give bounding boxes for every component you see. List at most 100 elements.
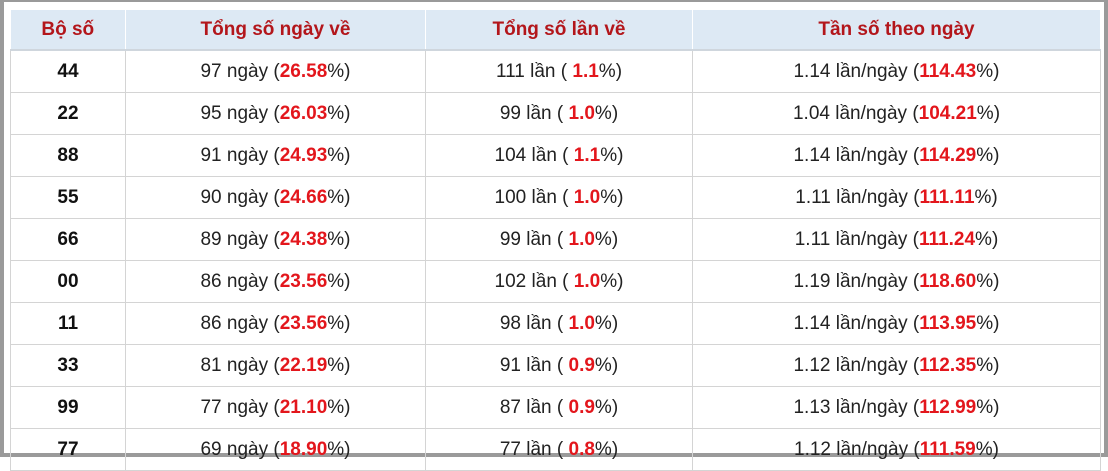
cell-text: %) — [327, 312, 351, 334]
cell-text: %) — [975, 228, 999, 250]
percent-value: 114.29 — [919, 144, 977, 166]
cell-text: %) — [327, 144, 351, 166]
cell-text: %) — [327, 60, 351, 82]
stat-cell: 1.04 lần/ngày (104.21%) — [692, 92, 1101, 135]
percent-value: 114.43 — [919, 60, 977, 82]
header-row: Bộ số Tổng số ngày về Tổng số lần về Tần số… — [10, 10, 1101, 51]
cell-text: 1.11 lần/ngày ( — [795, 186, 920, 208]
stat-cell: 99 lần ( 1.0%) — [425, 92, 693, 135]
percent-value: 111.24 — [919, 228, 976, 250]
stat-cell: 99 lần ( 1.0%) — [425, 218, 693, 261]
percent-value: 111.59 — [919, 438, 976, 460]
percent-value: 1.0 — [568, 102, 595, 124]
cell-text: 87 lần ( — [499, 396, 569, 418]
stat-cell: 104 lần ( 1.1%) — [425, 134, 693, 177]
stat-cell: 1.14 lần/ngày (113.95%) — [692, 302, 1101, 345]
percent-value: 24.66 — [279, 186, 328, 208]
cell-text: %) — [594, 312, 619, 334]
percent-value: 26.03 — [279, 102, 328, 124]
cell-text: %) — [327, 438, 351, 460]
percent-value: 26.58 — [279, 60, 328, 82]
percent-value: 1.0 — [568, 312, 595, 334]
header-cell: Bộ số — [10, 10, 126, 51]
stat-cell: 77 lần ( 0.8%) — [425, 428, 693, 471]
code-cell: 55 — [10, 176, 126, 219]
cell-text: %) — [976, 396, 1000, 418]
percent-value: 0.9 — [568, 396, 595, 418]
code-cell: 99 — [10, 386, 126, 429]
header-cell: Tổng số lần về — [425, 10, 693, 51]
cell-text: 90 ngày ( — [200, 186, 280, 208]
cell-text: %) — [976, 102, 1001, 124]
cell-text: 1.04 lần/ngày ( — [792, 102, 919, 124]
percent-value: 118.60 — [919, 270, 977, 292]
header-cell: Tổng số ngày về — [125, 10, 426, 51]
percent-value: 104.21 — [918, 102, 977, 124]
cell-text: %) — [594, 396, 619, 418]
percent-value: 23.56 — [279, 270, 328, 292]
cell-text: %) — [976, 312, 1000, 334]
cell-text: 104 lần ( — [494, 144, 574, 166]
cell-text: 1.12 lần/ngày ( — [793, 354, 920, 376]
cell-text: 86 ngày ( — [200, 312, 280, 334]
code-cell: 88 — [10, 134, 126, 177]
cell-text: %) — [327, 396, 351, 418]
stat-cell: 86 ngày (23.56%) — [125, 260, 426, 303]
cell-text: %) — [327, 270, 351, 292]
stat-cell: 1.12 lần/ngày (112.35%) — [692, 344, 1101, 387]
table-row: 99 77 ngày (21.10%) 87 lần ( 0.9%) 1.13 lần… — [10, 386, 1101, 429]
percent-value: 112.35 — [919, 354, 977, 376]
code-cell: 00 — [10, 260, 126, 303]
percent-value: 0.8 — [568, 438, 595, 460]
stat-cell: 89 ngày (24.38%) — [125, 218, 426, 261]
cell-text: %) — [975, 438, 999, 460]
cell-text: 89 ngày ( — [200, 228, 280, 250]
cell-text: 69 ngày ( — [200, 438, 280, 460]
table-row: 77 69 ngày (18.90%) 77 lần ( 0.8%) 1.12 lần… — [10, 428, 1101, 471]
percent-value: 24.93 — [279, 144, 328, 166]
cell-text: %) — [327, 186, 351, 208]
cell-text: 95 ngày ( — [200, 102, 280, 124]
cell-text: %) — [600, 144, 624, 166]
percent-value: 1.0 — [573, 270, 601, 292]
cell-text: 91 lần ( — [499, 354, 569, 376]
stat-cell: 102 lần ( 1.0%) — [425, 260, 693, 303]
cell-text: %) — [976, 60, 1000, 82]
table-row: 00 86 ngày (23.56%) 102 lần ( 1.0%) 1.19 lầ… — [10, 260, 1101, 303]
percent-value: 111.11 — [919, 186, 975, 208]
percent-value: 1.0 — [568, 228, 595, 250]
stat-cell: 100 lần ( 1.0%) — [425, 176, 693, 219]
code-cell: 33 — [10, 344, 126, 387]
cell-text: 99 lần ( — [499, 228, 569, 250]
stat-cell: 1.12 lần/ngày (111.59%) — [692, 428, 1101, 471]
table-body: 44 97 ngày (26.58%) 111 lần ( 1.1%) 1.14 lầ… — [10, 49, 1101, 471]
cell-text: %) — [600, 270, 624, 292]
percent-value: 1.1 — [573, 144, 601, 166]
table-row: 22 95 ngày (26.03%) 99 lần ( 1.0%) 1.04 lần… — [10, 92, 1101, 135]
cell-text: %) — [327, 228, 351, 250]
cell-text: 77 ngày ( — [200, 396, 280, 418]
cell-text: %) — [327, 354, 351, 376]
stat-cell: 86 ngày (23.56%) — [125, 302, 426, 345]
cell-text: 91 ngày ( — [200, 144, 280, 166]
percent-value: 21.10 — [279, 396, 328, 418]
stat-cell: 1.11 lần/ngày (111.11%) — [692, 176, 1101, 219]
code-cell: 44 — [10, 49, 126, 93]
table-row: 33 81 ngày (22.19%) 91 lần ( 0.9%) 1.12 lần… — [10, 344, 1101, 387]
stat-cell: 87 lần ( 0.9%) — [425, 386, 693, 429]
cell-text: %) — [594, 228, 619, 250]
table-row: 11 86 ngày (23.56%) 98 lần ( 1.0%) 1.14 lần… — [10, 302, 1101, 345]
frequency-table: Bộ số Tổng số ngày về Tổng số lần về Tần số… — [10, 10, 1101, 471]
cell-text: %) — [598, 60, 623, 82]
cell-text: 97 ngày ( — [200, 60, 280, 82]
table-row: 88 91 ngày (24.93%) 104 lần ( 1.1%) 1.14 lầ… — [10, 134, 1101, 177]
stat-cell: 90 ngày (24.66%) — [125, 176, 426, 219]
stat-cell: 91 lần ( 0.9%) — [425, 344, 693, 387]
cell-text: 81 ngày ( — [200, 354, 280, 376]
stat-cell: 111 lần ( 1.1%) — [425, 49, 693, 93]
stat-cell: 98 lần ( 1.0%) — [425, 302, 693, 345]
cell-text: 1.11 lần/ngày ( — [794, 228, 920, 250]
percent-value: 0.9 — [568, 354, 595, 376]
percent-value: 113.95 — [919, 312, 977, 334]
cell-text: %) — [976, 354, 1000, 376]
